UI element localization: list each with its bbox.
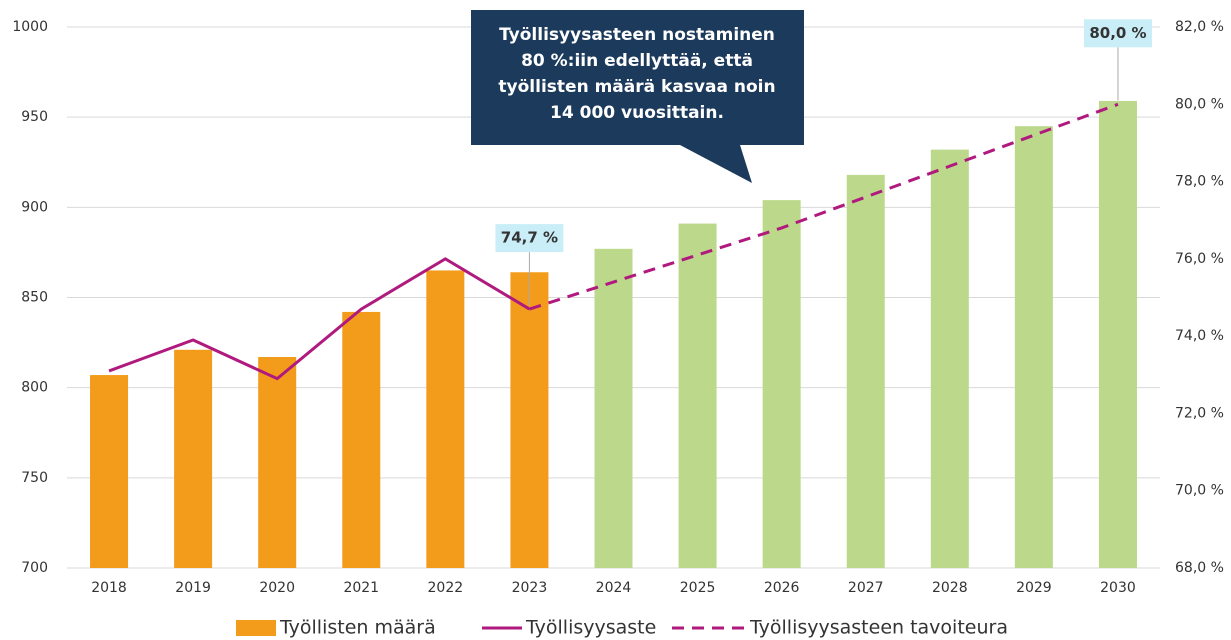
y-tick-label: 1000: [12, 19, 48, 35]
y2-tick-label: 68,0 %: [1175, 560, 1224, 576]
y2-tick-label: 82,0 %: [1175, 19, 1224, 35]
bar: [342, 311, 381, 568]
bar: [426, 270, 465, 568]
x-tick-label: 2019: [175, 580, 211, 596]
x-tick-label: 2022: [428, 580, 464, 596]
bar: [846, 174, 885, 568]
y2-tick-label: 72,0 %: [1175, 405, 1224, 421]
value-label: 80,0 %: [1089, 24, 1146, 42]
bar: [762, 200, 801, 568]
y-tick-label: 850: [21, 290, 48, 306]
y-tick-label: 700: [21, 560, 48, 576]
bar: [174, 349, 213, 568]
y2-tick-label: 76,0 %: [1175, 251, 1224, 267]
y2-tick-label: 74,0 %: [1175, 328, 1224, 344]
x-tick-label: 2025: [680, 580, 716, 596]
bar: [1098, 100, 1137, 568]
bar: [90, 375, 129, 568]
x-tick-label: 2024: [596, 580, 632, 596]
x-tick-label: 2029: [1016, 580, 1052, 596]
x-tick-label: 2018: [91, 580, 127, 596]
value-label-box: [495, 224, 564, 253]
x-tick-label: 2028: [932, 580, 968, 596]
bar: [1014, 126, 1053, 568]
bar: [930, 149, 969, 569]
callout-text: 14 000 vuosittain.: [550, 103, 724, 123]
bar: [678, 223, 717, 568]
target-line: [528, 102, 1119, 311]
x-tick-label: 2027: [848, 580, 884, 596]
y-tick-label: 750: [21, 470, 48, 486]
callout-box: [471, 10, 804, 183]
callout-text: Työllisyysasteen nostaminen: [499, 25, 775, 45]
bar: [510, 272, 549, 568]
y-tick-label: 800: [21, 380, 48, 396]
x-tick-label: 2030: [1100, 580, 1136, 596]
legend-label: Työllisyysasteen tavoiteura: [749, 617, 1008, 639]
line: [108, 257, 531, 381]
y2-tick-label: 78,0 %: [1175, 174, 1224, 190]
y2-tick-label: 70,0 %: [1175, 483, 1224, 499]
x-tick-label: 2026: [764, 580, 800, 596]
x-tick-label: 2021: [343, 580, 379, 596]
x-tick-label: 2020: [259, 580, 295, 596]
legend-swatch: [236, 620, 276, 636]
y2-tick-label: 80,0 %: [1175, 96, 1224, 112]
bar: [594, 248, 633, 568]
x-tick-label: 2023: [512, 580, 548, 596]
value-label-box: [1083, 19, 1152, 48]
y-tick-label: 950: [21, 109, 48, 125]
value-label: 74,7 %: [501, 229, 558, 247]
callout-text: 80 %:iin edellyttää, että: [521, 51, 753, 71]
callout: Työllisyysasteen nostaminen 80 %:iin edel…: [471, 10, 804, 183]
bar: [258, 357, 297, 568]
legend-label: Työllisten määrä: [279, 617, 436, 639]
callout-text: työllisten määrä kasvaa noin: [498, 77, 775, 97]
y-tick-label: 900: [21, 199, 48, 215]
legend-label: Työllisyysaste: [525, 617, 656, 639]
